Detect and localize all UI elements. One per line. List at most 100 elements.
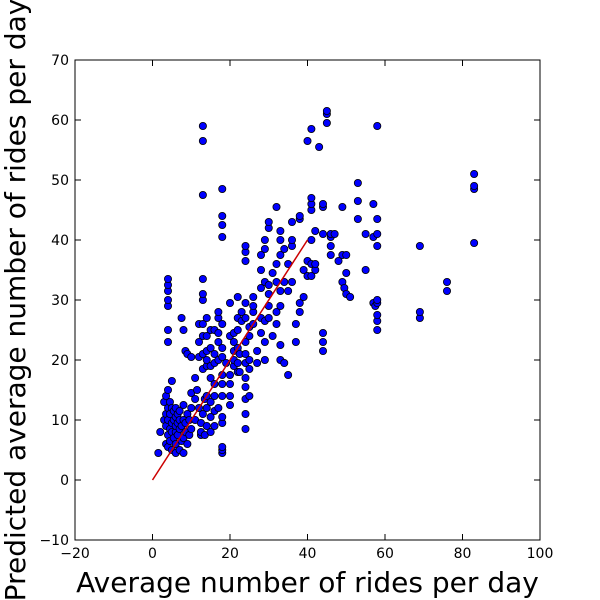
data-point	[214, 328, 223, 337]
data-point	[202, 355, 211, 364]
data-point	[177, 313, 186, 322]
data-point	[268, 331, 277, 340]
data-point	[318, 229, 327, 238]
data-point	[163, 274, 172, 283]
data-point	[218, 220, 227, 229]
data-point	[193, 385, 202, 394]
y-axis-ticks: −10 0 10 20 30 40 50 60 70	[39, 53, 540, 549]
data-point	[470, 181, 479, 190]
data-point	[245, 355, 254, 364]
data-point	[276, 340, 285, 349]
data-points	[154, 107, 479, 457]
data-point	[167, 376, 176, 385]
data-point	[276, 250, 285, 259]
data-point	[272, 319, 281, 328]
data-point	[225, 391, 234, 400]
data-point	[249, 292, 258, 301]
data-point	[218, 211, 227, 220]
x-tick-label: 40	[299, 546, 317, 562]
y-tick-label: 0	[60, 473, 69, 489]
data-point	[218, 391, 227, 400]
data-point	[353, 214, 362, 223]
data-point	[276, 286, 285, 295]
data-point	[225, 370, 234, 379]
data-point	[233, 292, 242, 301]
data-point	[241, 241, 250, 250]
data-point	[264, 217, 273, 226]
data-point	[206, 397, 215, 406]
data-point	[330, 229, 339, 238]
data-point	[187, 352, 196, 361]
data-point	[442, 286, 451, 295]
data-point	[198, 122, 207, 131]
y-tick-label: −10	[39, 533, 69, 549]
data-point	[287, 217, 296, 226]
data-point	[206, 343, 215, 352]
data-point	[154, 448, 163, 457]
data-point	[373, 325, 382, 334]
y-tick-label: 50	[51, 173, 69, 189]
data-point	[198, 289, 207, 298]
data-point	[163, 325, 172, 334]
data-point	[245, 364, 254, 373]
data-point	[442, 277, 451, 286]
data-point	[318, 346, 327, 355]
data-point	[373, 310, 382, 319]
data-point	[198, 190, 207, 199]
data-point	[198, 274, 207, 283]
data-point	[318, 337, 327, 346]
data-point	[280, 358, 289, 367]
data-point	[276, 226, 285, 235]
data-point	[291, 319, 300, 328]
data-point	[260, 337, 269, 346]
x-tick-label: −20	[60, 546, 90, 562]
y-tick-label: 40	[51, 233, 69, 249]
x-tick-label: 0	[148, 546, 157, 562]
data-point	[272, 259, 281, 268]
data-point	[191, 373, 200, 382]
data-point	[346, 292, 355, 301]
data-point	[256, 265, 265, 274]
y-tick-label: 10	[51, 413, 69, 429]
data-point	[322, 119, 331, 128]
data-point	[163, 295, 172, 304]
data-point	[326, 241, 335, 250]
data-point	[264, 313, 273, 322]
data-point	[307, 271, 316, 280]
data-point	[241, 382, 250, 391]
data-point	[214, 403, 223, 412]
data-point	[315, 142, 324, 151]
data-point	[256, 250, 265, 259]
data-point	[218, 184, 227, 193]
data-point	[322, 107, 331, 116]
data-point	[284, 370, 293, 379]
data-point	[218, 379, 227, 388]
data-point	[361, 265, 370, 274]
data-point	[237, 307, 246, 316]
data-point	[206, 412, 215, 421]
data-point	[233, 358, 242, 367]
data-point	[373, 295, 382, 304]
data-point	[245, 391, 254, 400]
data-point	[218, 412, 227, 421]
x-tick-label: 100	[527, 546, 554, 562]
y-axis-label: Predicted average number of rides per da…	[0, 0, 32, 600]
data-point	[338, 202, 347, 211]
data-point	[241, 313, 250, 322]
data-point	[210, 391, 219, 400]
data-point	[194, 337, 203, 346]
data-point	[276, 301, 285, 310]
y-tick-label: 60	[51, 113, 69, 129]
data-point	[295, 298, 304, 307]
data-point	[311, 226, 320, 235]
data-point	[415, 241, 424, 250]
data-point	[225, 400, 234, 409]
data-point	[229, 337, 238, 346]
x-tick-label: 20	[221, 546, 239, 562]
data-point	[311, 259, 320, 268]
y-tick-label: 70	[51, 53, 69, 69]
data-point	[353, 178, 362, 187]
data-point	[218, 343, 227, 352]
data-point	[218, 232, 227, 241]
